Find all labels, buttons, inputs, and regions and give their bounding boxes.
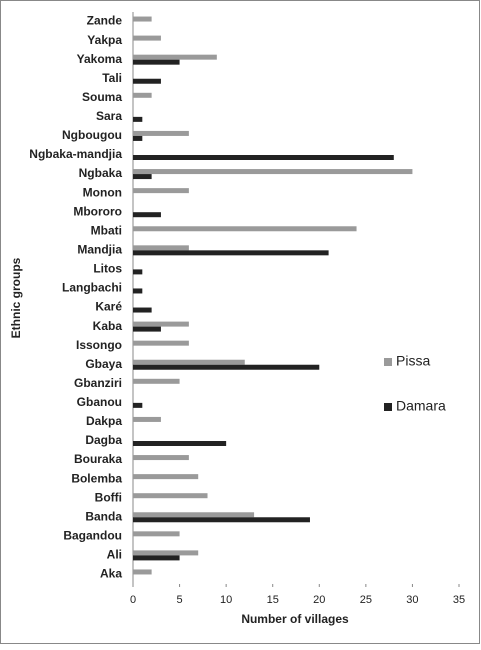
x-tick-label: 10 <box>220 594 232 606</box>
bar <box>133 493 208 499</box>
bar <box>133 326 161 332</box>
y-tick-label: Ngbaka-mandjia <box>29 147 122 161</box>
bar <box>133 250 329 256</box>
bar <box>133 340 189 346</box>
y-axis-title: Ethnic groups <box>9 257 23 338</box>
bar <box>133 550 199 556</box>
y-tick-label: Dakpa <box>86 414 122 428</box>
y-tick-label: Langbachi <box>62 281 122 295</box>
y-tick-label: Yakoma <box>77 52 123 66</box>
y-tick-label: Bolemba <box>71 471 122 485</box>
y-tick-label: Kaba <box>93 319 123 333</box>
bar <box>133 307 152 313</box>
y-tick-label: Ngbaka <box>79 166 123 180</box>
bar <box>133 269 143 275</box>
bar <box>133 512 255 518</box>
y-tick-label: Tali <box>102 71 122 85</box>
y-tick-label: Dagba <box>85 433 122 447</box>
bar <box>133 378 180 384</box>
y-tick-label: Ngbougou <box>62 128 122 142</box>
x-tick-label: 25 <box>360 594 372 606</box>
bar <box>133 155 394 160</box>
bar <box>133 174 152 180</box>
bar <box>133 288 143 294</box>
y-tick-label: Mbati <box>91 223 122 237</box>
y-tick-label: Mbororo <box>73 204 122 218</box>
y-tick-label: Issongo <box>76 338 122 352</box>
bar <box>133 169 413 175</box>
y-tick-label: Gbaya <box>85 357 122 371</box>
x-axis-title: Number of villages <box>241 612 349 626</box>
legend-label: Damara <box>396 398 446 414</box>
bar <box>133 364 320 370</box>
x-tick-label: 30 <box>406 594 418 606</box>
legend-swatch <box>384 403 392 411</box>
y-tick-label: Mandjia <box>77 243 122 257</box>
x-tick-label: 0 <box>130 594 136 606</box>
bar <box>133 54 217 60</box>
y-tick-label: Yakpa <box>87 33 122 47</box>
bar <box>133 116 143 122</box>
bar <box>133 226 357 232</box>
y-tick-label: Boffi <box>95 490 122 504</box>
y-tick-label: Karé <box>95 300 122 314</box>
bar <box>133 531 180 537</box>
x-tick-label: 15 <box>267 594 279 606</box>
bar <box>133 135 143 141</box>
legend-swatch <box>384 358 392 366</box>
legend-label: Pissa <box>396 353 430 369</box>
x-tick-label: 20 <box>313 594 325 606</box>
y-tick-label: Bagandou <box>63 529 122 543</box>
bar <box>133 188 189 194</box>
y-tick-label: Zande <box>87 14 123 28</box>
y-tick-label: Sara <box>96 109 122 123</box>
bar <box>133 359 245 365</box>
bar <box>133 16 152 22</box>
bar <box>133 59 180 65</box>
bar <box>133 455 189 461</box>
bar <box>133 517 310 523</box>
y-tick-label: Souma <box>82 90 122 104</box>
bar <box>133 35 161 41</box>
bar <box>133 555 180 561</box>
x-tick-label: 35 <box>453 594 465 606</box>
bar <box>133 245 189 251</box>
y-tick-label: Gbanziri <box>74 376 122 390</box>
bar <box>133 321 189 327</box>
y-tick-label: Banda <box>85 509 122 523</box>
y-tick-label: Gbanou <box>77 395 122 409</box>
bar <box>133 441 227 446</box>
bar <box>133 402 143 408</box>
bar <box>133 569 152 575</box>
y-tick-label: Ali <box>107 548 122 562</box>
y-tick-label: Monon <box>83 185 122 199</box>
bar <box>133 92 152 98</box>
bar <box>133 416 161 422</box>
x-tick-label: 5 <box>177 594 183 606</box>
y-tick-label: Bouraka <box>74 452 122 466</box>
y-tick-label: Litos <box>93 262 122 276</box>
bar <box>133 78 161 84</box>
bar <box>133 474 199 480</box>
bar <box>133 130 189 136</box>
y-tick-label: Aka <box>100 567 122 581</box>
bar <box>133 212 161 218</box>
